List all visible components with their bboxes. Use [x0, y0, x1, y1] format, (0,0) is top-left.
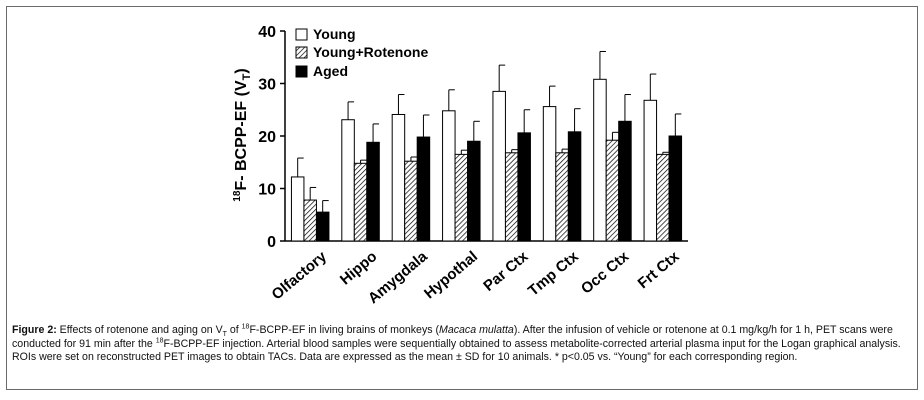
- caption-species: Macaca mulatta: [439, 324, 514, 336]
- bar-aged: [315, 211, 330, 242]
- y-axis-label-sup: 18: [232, 190, 243, 202]
- legend: Young Young+Rotenone Aged: [295, 26, 428, 79]
- x-tick-label: Frt Ctx: [635, 248, 683, 293]
- bar-young: [341, 119, 355, 242]
- bars: [290, 78, 683, 242]
- x-tick-label: Hypothal: [421, 248, 481, 302]
- legend-swatch-young-rotenone: [295, 46, 308, 59]
- legend-swatch-aged: [295, 65, 308, 78]
- bar-young-rotenone: [605, 139, 620, 242]
- bar-young-rotenone: [454, 153, 469, 242]
- bar-young-rotenone: [353, 162, 368, 242]
- y-axis-label-pre: F- BCPP-EF (V: [233, 80, 250, 191]
- caption-text-3: F-BCPP-EF in living brains of monkeys (: [249, 324, 440, 336]
- x-tick-label: Hippo: [337, 248, 380, 288]
- svg-text:18F- BCPP-EF (VT): 18F- BCPP-EF (VT): [232, 68, 253, 201]
- figure-caption: Figure 2: Effects of rotenone and aging …: [12, 323, 907, 365]
- bar-young-rotenone: [504, 152, 519, 242]
- bar-chart: 18F- BCPP-EF (VT) 0 10 20 30 40 Olfactory Hip…: [232, 24, 688, 308]
- legend-swatch-young: [295, 28, 308, 41]
- legend-label-young-rotenone: Young+Rotenone: [313, 44, 428, 60]
- bar-young: [643, 99, 658, 242]
- bar-young: [442, 110, 456, 242]
- x-tick-label: Occ Ctx: [578, 248, 633, 298]
- caption-text-2: of: [226, 324, 242, 336]
- caption-sup-18b: 18: [155, 337, 164, 345]
- caption-sup-18a: 18: [241, 323, 250, 331]
- bar-young: [290, 176, 305, 242]
- bar-aged: [618, 120, 632, 242]
- bar-aged: [668, 135, 683, 242]
- y-tick-label: 30: [258, 77, 276, 94]
- bar-young: [593, 78, 607, 242]
- bar-young: [391, 113, 406, 242]
- error-bars: [297, 50, 682, 213]
- bar-young-rotenone: [656, 153, 670, 242]
- caption-sub-t: T: [222, 331, 227, 339]
- bar-young-rotenone: [303, 199, 317, 242]
- y-axis-label: 18F- BCPP-EF (VT): [232, 68, 253, 201]
- x-tick-label: Olfactory: [269, 248, 331, 304]
- bar-young: [492, 90, 506, 242]
- bar-aged: [366, 141, 380, 242]
- bar-aged: [567, 131, 582, 242]
- caption-text-5: F-BCPP-EF injection. Arterial blood samp…: [12, 337, 901, 364]
- bar-young: [542, 106, 557, 242]
- y-tick-label: 10: [258, 182, 276, 199]
- caption-text-1: Effects of rotenone and aging on V: [56, 324, 223, 336]
- bar-aged: [467, 140, 481, 242]
- bar-young-rotenone: [555, 152, 569, 242]
- caption-text-4: ). After the infusion of vehicle or rote…: [12, 324, 893, 350]
- y-axis-label-sub: T: [241, 73, 253, 80]
- bar-young-rotenone: [404, 160, 418, 242]
- y-tick-label: 40: [258, 24, 276, 41]
- bar-aged: [416, 136, 431, 242]
- y-axis-label-post: ): [233, 68, 250, 73]
- y-tick-label: 0: [267, 234, 276, 251]
- x-tick-label: Tmp Ctx: [525, 248, 582, 300]
- legend-label-young: Young: [313, 26, 356, 42]
- bar-aged: [517, 132, 531, 242]
- caption-label: Figure 2:: [12, 324, 57, 336]
- legend-label-aged: Aged: [313, 63, 348, 79]
- x-tick-label: Par Ctx: [480, 248, 532, 295]
- y-tick-label: 20: [258, 129, 276, 146]
